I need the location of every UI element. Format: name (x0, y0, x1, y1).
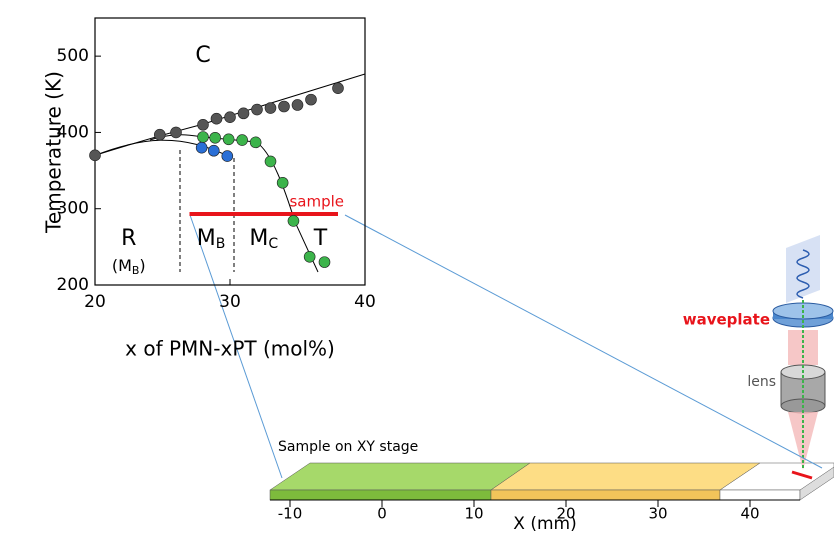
y-tick-label: 500 (57, 46, 89, 66)
stage-label: Sample on XY stage (278, 439, 418, 455)
stage-tick-label: 30 (648, 505, 667, 523)
data-point (154, 128, 166, 141)
data-point (236, 134, 248, 146)
annotation-text: R (121, 226, 136, 251)
annotation: MC (249, 226, 278, 252)
annotation: (MB) (112, 255, 146, 277)
data-point (237, 107, 250, 120)
annotation-sub: C (268, 236, 278, 252)
data-point (222, 133, 235, 146)
data-point (264, 102, 277, 114)
y-tick-label: 400 (57, 122, 89, 142)
data-point (318, 256, 331, 268)
data-point (210, 112, 223, 125)
stage-tick-label: 40 (740, 505, 759, 523)
optics (772, 235, 834, 480)
y-axis-label: Temperature (K) (42, 71, 66, 234)
data-point (249, 136, 262, 149)
annotation-text: M (197, 226, 216, 251)
y-tick-label: 300 (57, 199, 89, 219)
annotation-text: T (313, 226, 328, 251)
data-point (278, 100, 290, 113)
data-point (251, 103, 263, 116)
data-point (221, 150, 234, 162)
stage-tick-label: 0 (377, 505, 387, 523)
stage-tick-label: 10 (464, 505, 483, 523)
annotation-text: C (195, 43, 210, 68)
data-point (89, 149, 101, 162)
x-tick-label: 40 (354, 292, 376, 312)
stage-axis-label: X (mm) (513, 514, 576, 533)
y-tick-label: 200 (57, 275, 89, 295)
data-point (197, 119, 209, 131)
stage-tick-label: 20 (556, 505, 575, 523)
data-point (303, 250, 316, 263)
annotation-text: (M (112, 255, 132, 274)
connector (189, 214, 283, 479)
annotation-sub: B (132, 264, 140, 277)
annotation: MB (197, 226, 226, 252)
data-point (197, 131, 209, 143)
data-point (287, 215, 300, 227)
x-tick-label: 20 (84, 292, 106, 312)
annotation-sub: B (216, 236, 226, 252)
data-point (195, 141, 208, 154)
data-point (170, 126, 182, 139)
data-point (224, 111, 236, 123)
annotation: R (121, 226, 136, 251)
annotation: C (195, 43, 210, 68)
connector (344, 214, 823, 469)
data-point (332, 82, 344, 94)
lens-label: lens (747, 374, 776, 390)
annotation-tail: ) (139, 255, 145, 274)
data-point (264, 155, 277, 168)
x-axis-label: x of PMN-xPT (mol%) (125, 337, 335, 361)
sample-label: sample (289, 193, 344, 211)
x-tick-label: 30 (219, 292, 241, 312)
annotation-text: M (249, 226, 268, 251)
waveplate-label: waveplate (683, 311, 770, 329)
data-point (208, 144, 220, 157)
data-point (276, 176, 289, 189)
data-point (305, 93, 317, 106)
stage-tick-label: -10 (278, 505, 303, 523)
data-point (291, 99, 304, 111)
annotation: T (313, 226, 328, 251)
data-point (209, 131, 221, 144)
stage (269, 462, 834, 501)
